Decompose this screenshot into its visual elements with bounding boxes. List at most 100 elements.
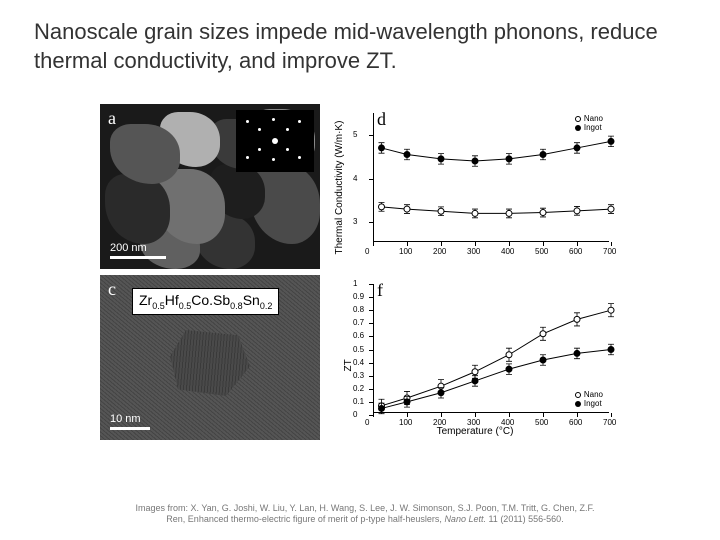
panel-a: a 200 nm	[100, 104, 320, 269]
data-point	[438, 156, 444, 162]
xtick-label: 700	[603, 247, 616, 256]
grain	[105, 174, 170, 244]
data-point	[608, 307, 614, 313]
xtick-label: 200	[433, 418, 446, 427]
data-point	[506, 352, 512, 358]
plot-svg	[373, 284, 611, 415]
ytick-label: 0.6	[353, 331, 367, 340]
xtick-label: 600	[569, 418, 582, 427]
ytick-label: 0.7	[353, 318, 367, 327]
data-point	[574, 350, 580, 356]
plot-svg	[373, 113, 611, 244]
data-point	[438, 390, 444, 396]
ytick-label: 0	[353, 410, 367, 419]
data-point	[379, 405, 385, 411]
diffraction-spot	[258, 128, 261, 131]
xtick-label: 0	[365, 418, 369, 427]
ytick-label: 3	[353, 217, 367, 226]
data-point	[404, 151, 410, 157]
scalebar-c-bar	[110, 427, 150, 430]
ytick-label: 0.3	[353, 371, 367, 380]
xtick-label: 400	[501, 247, 514, 256]
xtick-label: 600	[569, 247, 582, 256]
data-point	[608, 206, 614, 212]
diffraction-spot	[272, 118, 275, 121]
data-point	[506, 156, 512, 162]
ytick-label: 0.8	[353, 305, 367, 314]
panel-f: f ZT Temperature (°C) NanoIngot 01002003…	[330, 275, 620, 440]
ytick-label: 0.4	[353, 358, 367, 367]
ylabel-d: Thermal Conductivity (W/m·K)	[334, 120, 345, 254]
ytick-label: 0.9	[353, 292, 367, 301]
scalebar-a: 200 nm	[110, 242, 166, 259]
caption: Images from: X. Yan, G. Joshi, W. Liu, Y…	[60, 503, 670, 526]
page-title: Nanoscale grain sizes impede mid-wavelen…	[34, 18, 674, 75]
diffraction-spot	[298, 120, 301, 123]
xtick-label: 100	[399, 247, 412, 256]
data-point	[438, 208, 444, 214]
ytick	[369, 415, 373, 416]
data-point	[472, 210, 478, 216]
xtick	[611, 413, 612, 417]
caption-line1: Images from: X. Yan, G. Joshi, W. Liu, Y…	[135, 503, 594, 513]
xtick-label: 400	[501, 418, 514, 427]
data-point	[404, 399, 410, 405]
tem-column: a 200 nm c 10 nm	[100, 104, 320, 440]
data-point	[608, 347, 614, 353]
data-point	[540, 151, 546, 157]
data-point	[608, 138, 614, 144]
data-point	[574, 316, 580, 322]
panel-d: d Thermal Conductivity (W/m·K) NanoIngot…	[330, 104, 620, 269]
scalebar-a-text: 200 nm	[110, 242, 147, 254]
xtick-label: 700	[603, 418, 616, 427]
xtick-label: 200	[433, 247, 446, 256]
data-point	[540, 357, 546, 363]
diffraction-inset	[236, 110, 314, 172]
diffraction-spot	[246, 156, 249, 159]
xtick-label: 100	[399, 418, 412, 427]
xtick-label: 500	[535, 247, 548, 256]
scalebar-c: 10 nm	[110, 413, 150, 430]
data-point	[574, 208, 580, 214]
data-point	[472, 369, 478, 375]
ytick-label: 0.1	[353, 397, 367, 406]
caption-line2-pre: Ren, Enhanced thermo-electric figure of …	[166, 514, 444, 524]
data-point	[540, 210, 546, 216]
data-point	[404, 206, 410, 212]
scalebar-c-text: 10 nm	[110, 413, 141, 425]
data-point	[472, 378, 478, 384]
ytick-label: 5	[353, 130, 367, 139]
data-point	[379, 145, 385, 151]
caption-journal: Nano Lett.	[444, 514, 486, 524]
panel-c-label: c	[108, 279, 116, 300]
diffraction-spot	[272, 158, 275, 161]
xtick-label: 500	[535, 418, 548, 427]
data-point	[472, 158, 478, 164]
caption-line2-post: 11 (2011) 556-560.	[486, 514, 564, 524]
ytick-label: 0.5	[353, 345, 367, 354]
data-point	[506, 210, 512, 216]
diffraction-spot	[258, 148, 261, 151]
ytick-label: 1	[353, 279, 367, 288]
plot-column: d Thermal Conductivity (W/m·K) NanoIngot…	[330, 104, 620, 440]
series-line	[382, 310, 612, 406]
data-point	[506, 366, 512, 372]
ytick-label: 4	[353, 174, 367, 183]
formula-label: Zr0.5Hf0.5Co.Sb0.8Sn0.2	[132, 288, 279, 315]
xlabel-f: Temperature (°C)	[437, 426, 514, 437]
data-point	[540, 331, 546, 337]
panel-a-label: a	[108, 108, 116, 129]
figure-row: a 200 nm c 10 nm d Thermal Conductivity …	[100, 104, 620, 440]
xtick-label: 300	[467, 247, 480, 256]
xtick-label: 0	[365, 247, 369, 256]
diffraction-spot	[272, 138, 278, 144]
data-point	[574, 145, 580, 151]
ytick-label: 0.2	[353, 384, 367, 393]
xtick	[611, 242, 612, 246]
diffraction-spot	[286, 148, 289, 151]
diffraction-spot	[298, 156, 301, 159]
data-point	[379, 204, 385, 210]
scalebar-a-bar	[110, 256, 166, 259]
xtick-label: 300	[467, 418, 480, 427]
diffraction-spot	[286, 128, 289, 131]
